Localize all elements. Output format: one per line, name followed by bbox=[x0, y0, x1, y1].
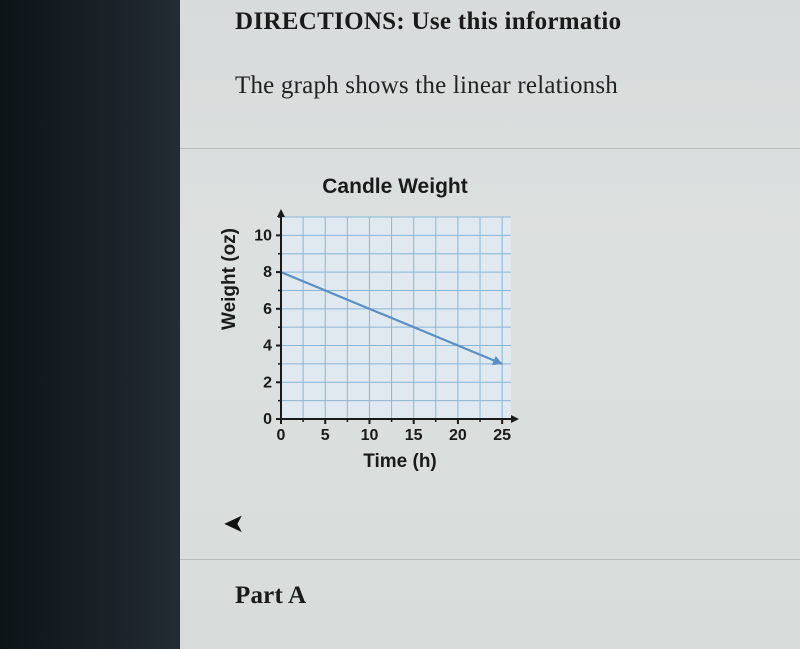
directions-text: Use this informatio bbox=[405, 8, 621, 35]
svg-text:10: 10 bbox=[254, 227, 272, 244]
chart-xlabel: Time (h) bbox=[265, 451, 535, 473]
candle-weight-chart: Candle Weight Weight (oz) 02468100510152… bbox=[225, 175, 535, 473]
directions-line: DIRECTIONS: Use this informatio bbox=[235, 8, 800, 36]
svg-text:6: 6 bbox=[263, 301, 272, 318]
chart-plot: 0 2 4 6 8 10 0 5 10 15 20 25 bbox=[225, 209, 525, 449]
chart-ylabel: Weight (oz) bbox=[219, 228, 241, 330]
part-a-heading: Part A bbox=[235, 582, 800, 610]
svg-text:15: 15 bbox=[405, 427, 423, 444]
divider-top bbox=[180, 148, 800, 149]
svg-text:0: 0 bbox=[277, 427, 286, 444]
directions-label: DIRECTIONS: bbox=[235, 8, 405, 35]
svg-text:2: 2 bbox=[263, 374, 272, 391]
svg-text:10: 10 bbox=[361, 427, 379, 444]
worksheet-page: DIRECTIONS: Use this informatio The grap… bbox=[180, 0, 800, 649]
page-binding-shadow bbox=[0, 0, 180, 649]
svg-text:25: 25 bbox=[493, 427, 511, 444]
svg-text:0: 0 bbox=[263, 411, 272, 428]
mouse-cursor-icon: ➤ bbox=[223, 509, 245, 539]
chart-title: Candle Weight bbox=[255, 175, 535, 199]
divider-bottom bbox=[180, 559, 800, 560]
svg-text:5: 5 bbox=[321, 427, 330, 444]
svg-text:4: 4 bbox=[263, 338, 272, 355]
intro-text: The graph shows the linear relationsh bbox=[235, 72, 800, 100]
svg-text:8: 8 bbox=[263, 264, 272, 281]
svg-text:20: 20 bbox=[449, 427, 467, 444]
